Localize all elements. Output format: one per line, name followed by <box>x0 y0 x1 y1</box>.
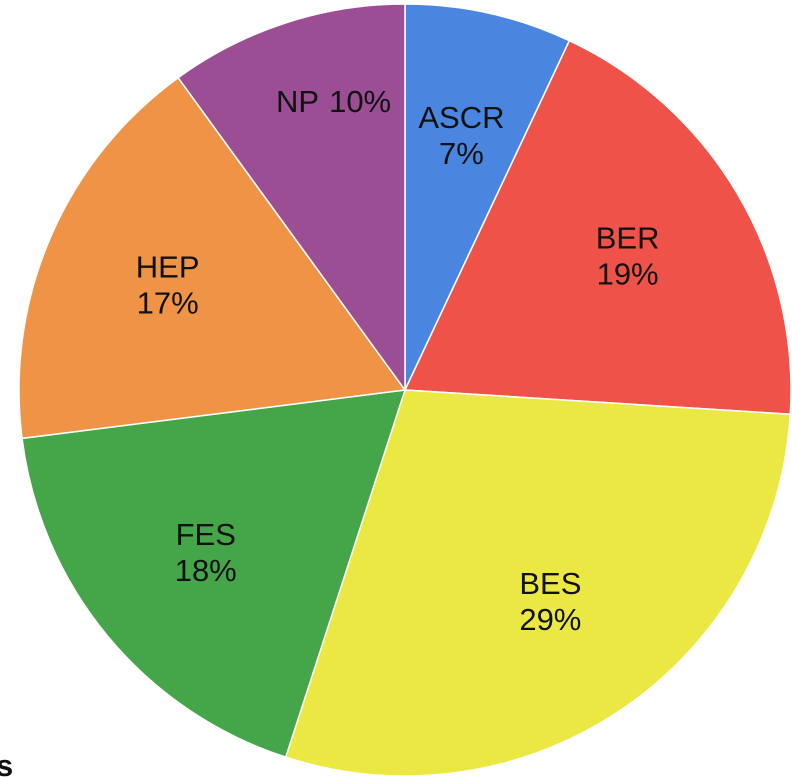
slice-label: ASCR <box>418 100 504 135</box>
slice-label: NP <box>276 84 319 119</box>
pie-slice <box>18 76 407 440</box>
pie-slice <box>403 39 792 416</box>
pie-slice <box>404 3 571 391</box>
pie-slice <box>177 3 406 393</box>
slice-label: HEP <box>136 249 200 284</box>
slice-label: BES <box>519 566 581 601</box>
slice-value-label: 10% <box>329 84 391 119</box>
slice-value-label: 18% <box>175 553 237 588</box>
pie-slice <box>21 389 407 759</box>
slice-label: BER <box>596 221 660 256</box>
slice-value-label: 19% <box>597 257 659 292</box>
slice-value-label: 29% <box>519 602 581 637</box>
slice-value-label: 17% <box>137 285 199 320</box>
pie-slice <box>284 389 792 777</box>
slice-label: FES <box>176 517 236 552</box>
slice-value-label: 7% <box>439 136 484 171</box>
cropped-text: s <box>0 748 13 778</box>
